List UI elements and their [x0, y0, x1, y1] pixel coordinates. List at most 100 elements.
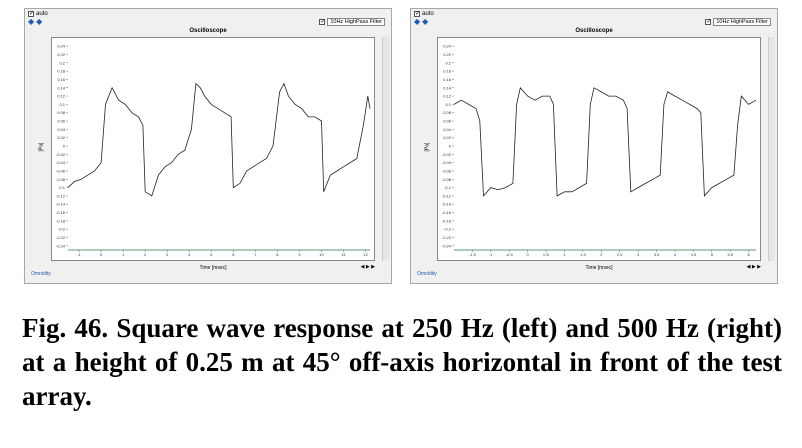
x-tick-label: 10 [319, 252, 324, 257]
y-tick-label: -0.08 [442, 177, 452, 182]
y-tick-label: -0.12 [442, 193, 452, 198]
x-tick-label: 1 [563, 252, 566, 257]
y-tick-label: 0.12 [443, 94, 452, 99]
waveform-line [67, 82, 371, 197]
toolbar: ✓ auto ◆ ◆ [414, 11, 434, 26]
x-tick-label: 1.5 [580, 252, 586, 257]
y-tick-label: -0.16 [56, 210, 66, 215]
x-tick-label: 5.5 [727, 252, 733, 257]
figure-caption: Fig. 46. Square wave response at 250 Hz … [22, 313, 782, 411]
y-tick-label: 0.06 [57, 119, 66, 124]
x-tick-label: 6 [232, 252, 235, 257]
y-tick-label: -0.2 [58, 227, 66, 232]
arrow-left-icon[interactable]: ◆ [414, 17, 421, 26]
y-tick-label: -0.18 [56, 218, 66, 223]
y-tick-label: 0 [63, 144, 66, 149]
zoom-controls[interactable]: ◀ ▶ ▶ [360, 264, 375, 270]
y-tick-label: 0.22 [443, 52, 452, 57]
waveform-line [453, 86, 757, 197]
x-tick-label: 2.5 [617, 252, 623, 257]
filter-checkbox[interactable]: ✓ [705, 19, 712, 25]
x-tick-label: 5 [210, 252, 213, 257]
x-tick-label: 2 [600, 252, 603, 257]
auto-label: auto [36, 11, 48, 17]
y-tick-label: 0.14 [57, 85, 66, 90]
arrow-right-icon[interactable]: ◆ [422, 17, 429, 26]
x-tick-label: -1 [489, 252, 493, 257]
y-tick-label: 0.24 [57, 44, 66, 49]
y-tick-label: 0.02 [57, 135, 66, 140]
x-tick-label: -1.5 [469, 252, 477, 257]
y-tick-label: 0.1 [59, 102, 65, 107]
y-tick-label: -0.12 [56, 193, 66, 198]
oscilloscope-chart: 0.24 0.22 0.2 0.18 0.16 0.14 0.12 0.1 0.08 0.06 0.… [442, 44, 757, 257]
y-tick-label: -0.22 [56, 235, 66, 240]
y-tick-label: 0.18 [443, 69, 452, 74]
x-tick-label: 0 [100, 252, 103, 257]
y-tick-label: -0.02 [442, 152, 452, 157]
plot-area: 0.24 0.22 0.2 0.18 0.16 0.14 0.12 0.1 0.08 0.06 0.… [437, 37, 761, 261]
y-tick-label: -0.24 [442, 243, 452, 248]
y-tick-label: 0.24 [443, 44, 452, 49]
x-tick-label: 12 [363, 252, 368, 257]
vertical-scrollbar[interactable] [768, 37, 775, 261]
omni-label: Omnidity [31, 271, 51, 277]
x-tick-label: 11 [341, 252, 346, 257]
y-tick-label: -0.14 [56, 202, 66, 207]
y-tick-label: 0.1 [445, 102, 451, 107]
oscilloscope-panel-right: ✓ auto ◆ ◆ ✓ 10Hz HighPass Filter Oscill… [410, 8, 778, 284]
x-tick-label: 7 [254, 252, 257, 257]
x-tick-label: -0.5 [506, 252, 514, 257]
x-tick-label: 9 [298, 252, 301, 257]
y-tick-label: -0.22 [442, 235, 452, 240]
y-tick-label: 0.18 [57, 69, 66, 74]
x-tick-label: 3.5 [654, 252, 660, 257]
y-tick-label: -0.1 [58, 185, 66, 190]
nav-icons: ◆ ◆ [414, 18, 434, 26]
x-tick-label: -1 [77, 252, 81, 257]
y-tick-label: -0.14 [442, 202, 452, 207]
y-tick-label: 0.02 [443, 135, 452, 140]
y-tick-label: 0.04 [443, 127, 452, 132]
y-axis-label: [Pa] [424, 142, 431, 152]
y-tick-label: -0.16 [442, 210, 452, 215]
oscilloscope-panel-left: ✓ auto ◆ ◆ ✓ 10Hz HighPass Filter Oscill… [24, 8, 392, 284]
x-tick-label: 0 [527, 252, 530, 257]
y-tick-label: -0.1 [444, 185, 452, 190]
y-tick-label: -0.2 [444, 227, 452, 232]
plot-area: 0.24 0.22 0.2 0.18 0.16 0.14 0.12 0.1 0.08 0.06 0.… [51, 37, 375, 261]
y-axis-label: [Pa] [38, 142, 45, 152]
y-tick-label: 0.16 [57, 77, 66, 82]
plot-title: Oscilloscope [575, 28, 613, 34]
y-tick-label: 0.06 [443, 119, 452, 124]
y-tick-label: -0.02 [56, 152, 66, 157]
y-tick-label: -0.08 [56, 177, 66, 182]
x-tick-label: 4 [188, 252, 191, 257]
highpass-filter-toggle[interactable]: ✓ 10Hz HighPass Filter [319, 18, 385, 26]
x-tick-label: 3 [637, 252, 640, 257]
oscilloscope-chart: 0.24 0.22 0.2 0.18 0.16 0.14 0.12 0.1 0.08 0.06 0.… [56, 44, 371, 257]
y-tick-label: 0 [449, 144, 452, 149]
zoom-controls[interactable]: ◀ ▶ ▶ [746, 264, 761, 270]
auto-checkbox[interactable]: ✓ [414, 11, 421, 17]
filter-checkbox[interactable]: ✓ [319, 19, 326, 25]
y-tick-label: 0.08 [57, 110, 66, 115]
vertical-scrollbar[interactable] [382, 37, 389, 261]
arrow-left-icon[interactable]: ◆ [28, 17, 35, 26]
y-tick-label: 0.12 [57, 94, 66, 99]
x-tick-label: 8 [276, 252, 279, 257]
auto-label: auto [422, 11, 434, 17]
highpass-filter-toggle[interactable]: ✓ 10Hz HighPass Filter [705, 18, 771, 26]
x-tick-label: 4.5 [691, 252, 697, 257]
y-tick-label: -0.06 [442, 168, 452, 173]
y-tick-label: -0.04 [56, 160, 66, 165]
auto-checkbox[interactable]: ✓ [28, 11, 35, 17]
y-tick-label: -0.04 [442, 160, 452, 165]
y-tick-label: 0.2 [59, 60, 65, 65]
omni-label: Omnidity [417, 271, 437, 277]
x-tick-label: 6 [748, 252, 751, 257]
y-tick-label: 0.2 [445, 60, 451, 65]
arrow-right-icon[interactable]: ◆ [36, 17, 43, 26]
x-tick-label: 2 [144, 252, 147, 257]
x-axis-label: Time [msec] [199, 265, 227, 271]
